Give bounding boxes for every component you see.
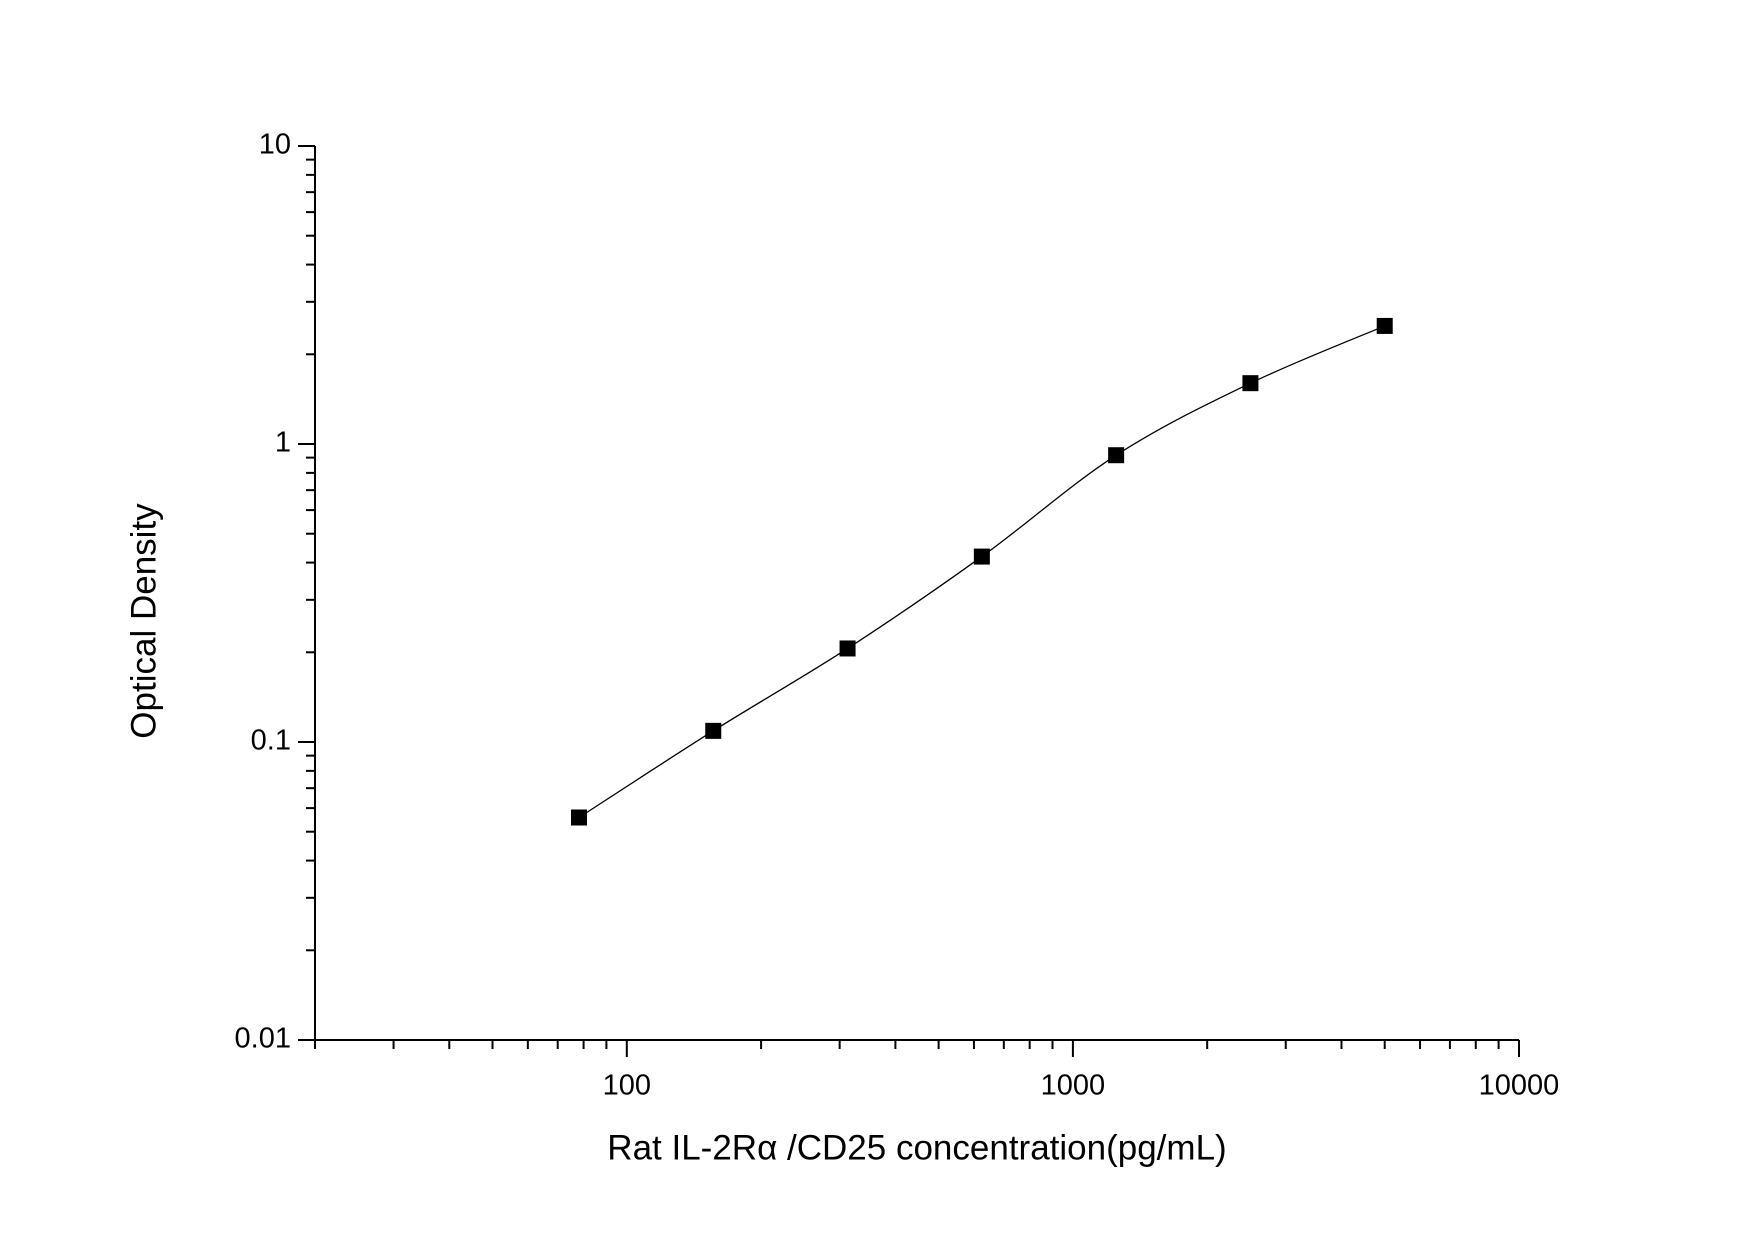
x-axis-title: Rat IL-2Rα /CD25 concentration(pg/mL)	[607, 1128, 1226, 1167]
data-point	[1108, 447, 1125, 464]
data-point	[1376, 317, 1393, 334]
y-axis-title: Optical Density	[124, 503, 163, 739]
x-tick-label: 1000	[1041, 1070, 1106, 1102]
data-point	[1242, 375, 1259, 392]
data-point	[973, 548, 990, 565]
x-tick-label: 10000	[1479, 1070, 1560, 1102]
data-point	[705, 722, 722, 739]
y-tick-label: 0.01	[235, 1023, 291, 1055]
y-tick-label: 0.1	[251, 725, 291, 757]
x-tick-label: 100	[603, 1070, 651, 1102]
data-point	[839, 640, 856, 657]
y-tick-label: 1	[275, 427, 291, 459]
data-point	[570, 809, 587, 826]
fit-curve	[578, 325, 1385, 819]
y-tick-label: 10	[259, 129, 291, 161]
